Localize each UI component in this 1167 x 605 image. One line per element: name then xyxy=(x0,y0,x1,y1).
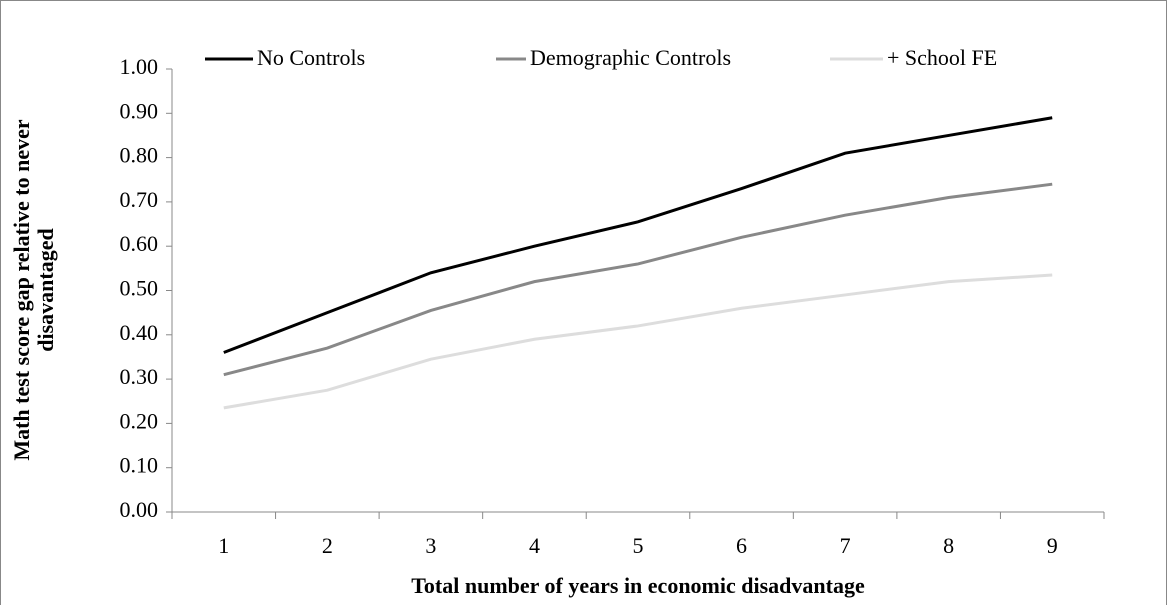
x-tick-label: 6 xyxy=(736,533,747,558)
y-tick-label: 0.10 xyxy=(120,453,159,478)
series-line xyxy=(223,273,1053,410)
y-tick-label: 0.60 xyxy=(120,231,159,256)
series-line xyxy=(223,182,1053,377)
series-line xyxy=(223,116,1053,354)
y-tick-label: 1.00 xyxy=(120,54,159,79)
x-tick-label: 9 xyxy=(1047,533,1058,558)
y-tick-label: 0.30 xyxy=(120,364,159,389)
x-axis-title: Total number of years in economic disadv… xyxy=(411,573,865,598)
x-tick-label: 7 xyxy=(840,533,851,558)
legend-label: + School FE xyxy=(887,45,997,70)
x-tick-label: 2 xyxy=(322,533,333,558)
x-tick-label: 4 xyxy=(529,533,540,558)
y-tick-label: 0.40 xyxy=(120,320,159,345)
x-tick-label: 8 xyxy=(943,533,954,558)
y-tick-label: 0.00 xyxy=(120,497,159,522)
y-axis-title: Math test score gap relative to never di… xyxy=(9,119,58,461)
y-tick-label: 0.20 xyxy=(120,408,159,433)
y-tick-label: 0.70 xyxy=(120,187,159,212)
legend-label: Demographic Controls xyxy=(530,45,731,70)
y-tick-label: 0.80 xyxy=(120,143,159,168)
x-tick-label: 3 xyxy=(425,533,436,558)
y-tick-label: 0.90 xyxy=(120,98,159,123)
y-tick-label: 0.50 xyxy=(120,276,159,301)
legend-label: No Controls xyxy=(257,45,365,70)
x-tick-label: 1 xyxy=(218,533,229,558)
x-tick-label: 5 xyxy=(633,533,644,558)
